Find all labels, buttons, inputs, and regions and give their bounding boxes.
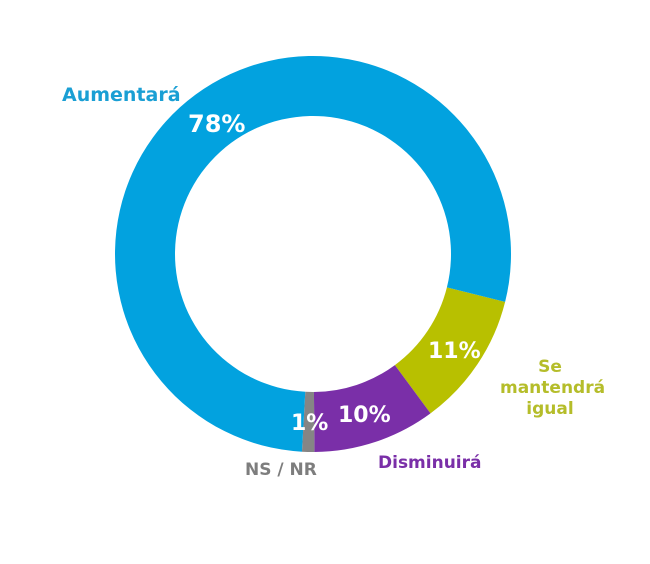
slice-se-mantendr-igual [394, 287, 506, 414]
value-disminuira: 10% [338, 403, 391, 428]
label-mantendra: Se mantendrá igual [500, 357, 606, 420]
slice-aumentar- [114, 56, 511, 452]
label-mantendra-line1: Se [538, 357, 562, 377]
label-mantendra-line2: mantendrá [500, 378, 606, 398]
slice-disminuir- [313, 365, 431, 452]
label-nsnr: NS / NR [245, 460, 317, 480]
label-aumentara: Aumentará [62, 84, 181, 106]
value-nsnr: 1% [291, 411, 329, 436]
slice-ns-nr [301, 391, 315, 452]
label-mantendra-line3: igual [526, 399, 574, 419]
value-aumentara: 78% [188, 110, 246, 138]
value-mantendra: 11% [428, 339, 481, 364]
label-disminuira: Disminuirá [378, 453, 482, 473]
